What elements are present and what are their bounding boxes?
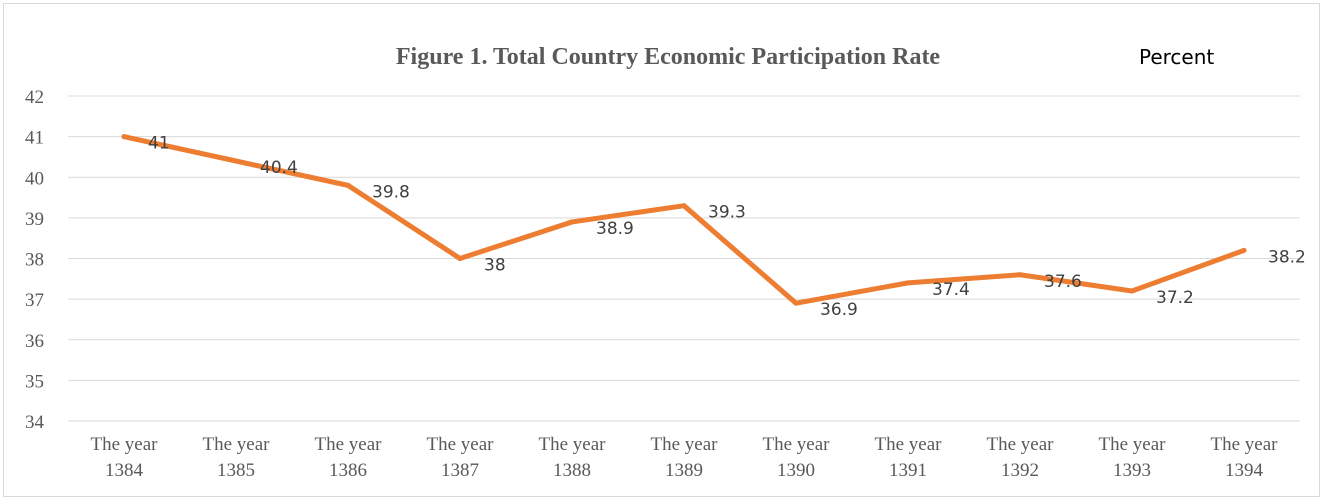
data-point: [1017, 272, 1023, 278]
x-tick-label: The year 1385: [203, 434, 271, 481]
x-tick-line: The year: [427, 434, 495, 455]
unit-label: Percent: [1139, 45, 1214, 69]
data-label: 37.2: [1156, 288, 1194, 308]
y-tick-label: 39: [25, 209, 44, 230]
data-point: [681, 203, 687, 209]
x-tick-line: 1392: [1001, 460, 1039, 481]
data-label: 37.6: [1044, 272, 1082, 292]
x-tick-line: The year: [875, 434, 943, 455]
data-point: [233, 158, 239, 164]
data-point: [457, 256, 463, 261]
data-point: [905, 280, 911, 286]
x-tick-line: 1393: [1113, 460, 1151, 481]
x-tick-label: The year 1391: [875, 434, 943, 481]
data-label: 40.4: [260, 158, 298, 178]
x-tick-line: The year: [763, 434, 831, 455]
data-label: 39.3: [708, 203, 746, 223]
x-tick-line: The year: [651, 434, 719, 455]
x-tick-line: 1387: [441, 460, 479, 481]
series-layer: [121, 134, 1247, 306]
x-tick-label: The year 1388: [539, 434, 607, 481]
y-tick-label: 34: [25, 412, 45, 433]
y-tick-label: 41: [25, 128, 44, 149]
x-tick-label: The year 1390: [763, 434, 831, 481]
x-tick-line: 1391: [889, 460, 927, 481]
y-tick-label: 35: [25, 371, 44, 392]
x-tick-label: The year 1392: [987, 434, 1055, 481]
x-tick-line: The year: [91, 434, 159, 455]
x-tick-label: The year 1389: [651, 434, 719, 481]
x-tick-line: 1384: [105, 460, 144, 481]
data-label: 39.8: [372, 182, 410, 202]
y-tick-label: 37: [25, 290, 44, 311]
x-tick-line: 1390: [777, 460, 815, 481]
x-tick-line: The year: [315, 434, 383, 455]
x-tick-line: The year: [1099, 434, 1167, 455]
x-tick-label: The year 1384: [91, 434, 159, 481]
data-point: [1241, 247, 1247, 253]
y-tick-label: 42: [25, 87, 44, 108]
data-labels: 41 40.4 39.8 38 38.9 39.3 36.9 37.4 37.6 37.2 38.2: [148, 134, 1306, 321]
x-tick-line: 1386: [329, 460, 367, 481]
y-tick-label: 38: [25, 250, 44, 271]
data-label: 38: [484, 256, 506, 276]
chart-frame: [3, 3, 1320, 497]
x-tick-label: The year 1387: [427, 434, 495, 481]
gridlines: [68, 95, 1300, 422]
x-tick-line: 1394: [1225, 460, 1264, 481]
y-axis-ticks: 34 35 36 37 38 39 40 41 42: [25, 87, 45, 433]
data-label: 38.2: [1268, 247, 1306, 267]
data-point: [793, 300, 799, 306]
x-tick-line: The year: [203, 434, 271, 455]
x-tick-line: 1389: [665, 460, 703, 481]
x-tick-label: The year 1394: [1211, 434, 1279, 481]
x-tick-line: 1388: [553, 460, 591, 481]
data-point: [569, 219, 575, 225]
x-tick-line: The year: [987, 434, 1055, 455]
data-label: 37.4: [932, 280, 970, 300]
y-tick-label: 36: [25, 331, 44, 352]
data-point: [121, 134, 127, 140]
chart-title: Figure 1. Total Country Economic Partici…: [396, 44, 941, 70]
x-tick-label: The year 1386: [315, 434, 383, 481]
x-tick-line: The year: [1211, 434, 1279, 455]
data-label: 36.9: [820, 300, 858, 320]
data-point: [1129, 288, 1135, 294]
data-point: [345, 182, 351, 188]
data-label: 38.9: [596, 219, 634, 239]
y-tick-label: 40: [25, 168, 44, 189]
data-label: 41: [148, 134, 170, 154]
x-tick-label: The year 1393: [1099, 434, 1167, 481]
x-tick-line: 1385: [217, 460, 255, 481]
x-tick-line: The year: [539, 434, 607, 455]
